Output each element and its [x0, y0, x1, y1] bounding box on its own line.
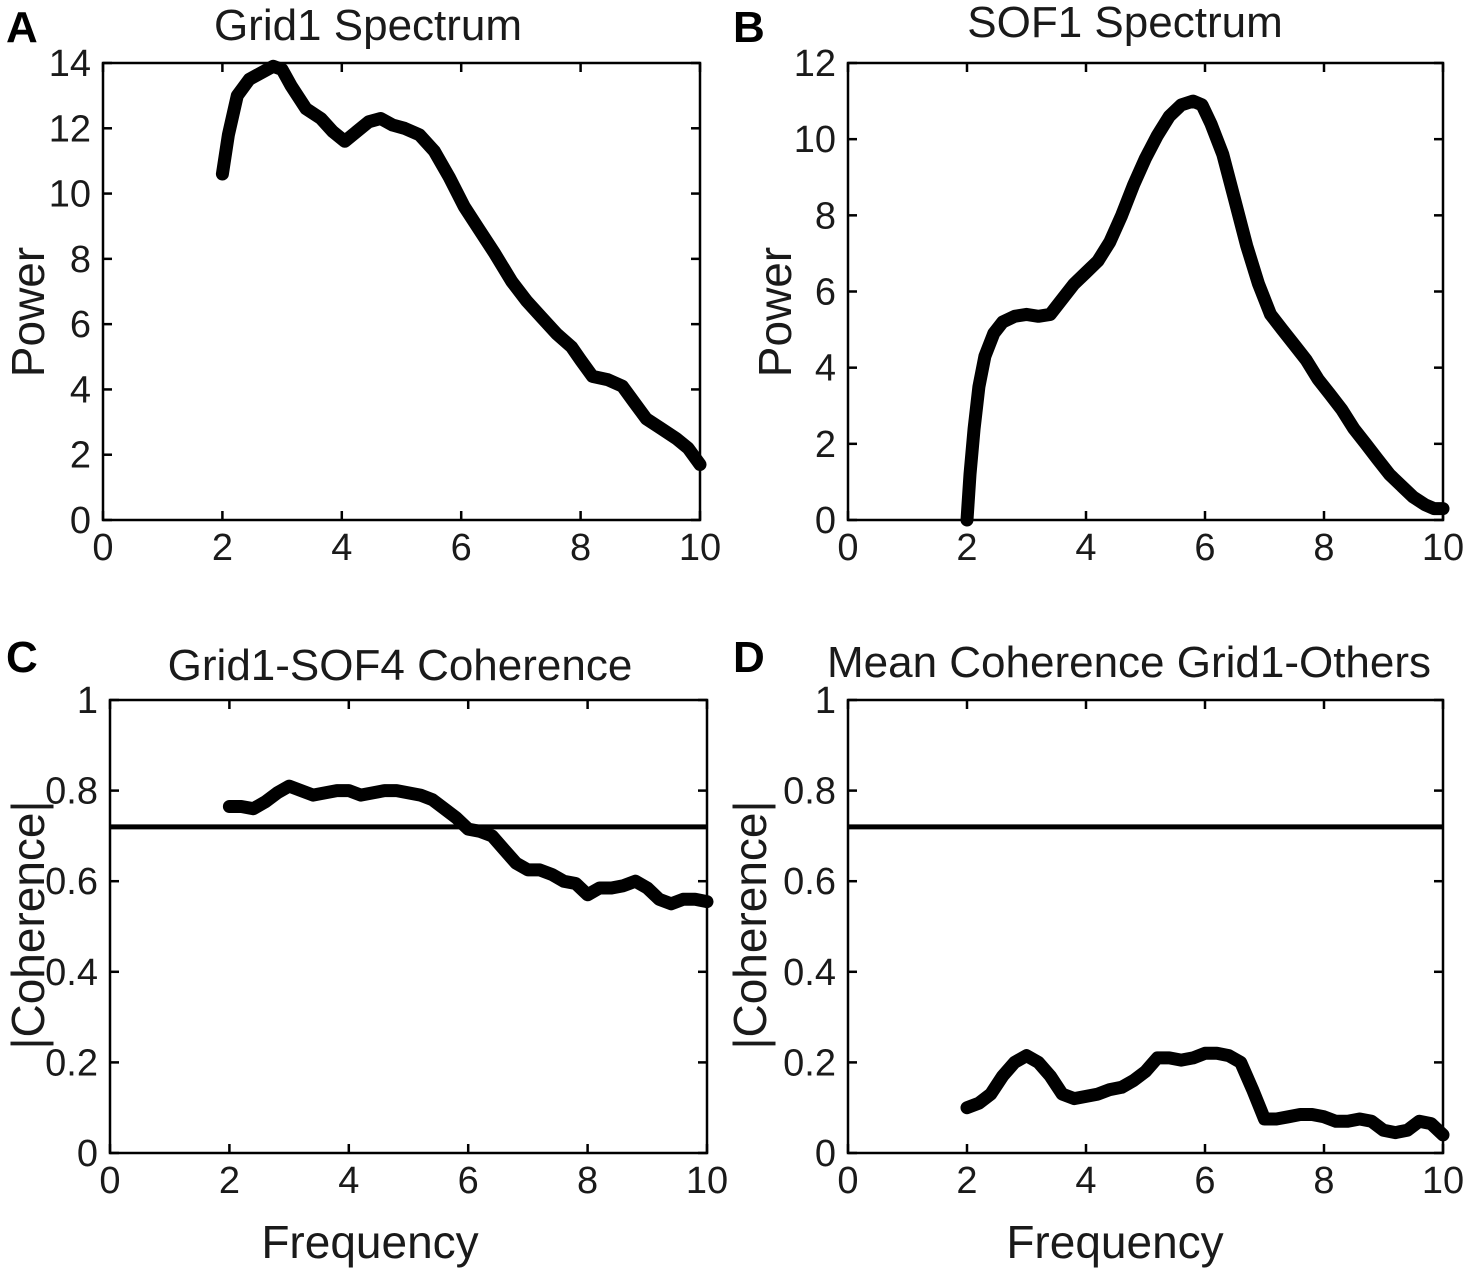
panel-c-xtick-label: 6	[458, 1160, 479, 1202]
panel-a-title: Grid1 Spectrum	[214, 1, 522, 50]
panel-d-ylabel: |Coherence|	[724, 801, 776, 1050]
panel-d-title: Mean Coherence Grid1-Others	[827, 638, 1431, 687]
panel-c-ytick-label: 0.2	[45, 1042, 98, 1084]
panel-b-xtick-label: 6	[1194, 527, 1215, 569]
panel-d-xlabel: Frequency	[1006, 1216, 1223, 1268]
panel-a-ylabel: Power	[2, 247, 54, 377]
panel-d-ytick-label: 0.2	[783, 1042, 836, 1084]
panel-a-frame	[101, 61, 702, 522]
panel-a: A Grid1 Spectrum Power 0 2 4 6 8 10 0 2 4 6 8 10 12 1…	[2, 1, 721, 569]
panel-d-ytick-label: 1	[815, 680, 836, 722]
panel-c-ytick-label: 0	[77, 1133, 98, 1175]
panel-c-frame	[108, 698, 709, 1155]
panel-a-ytick-label: 6	[70, 304, 91, 346]
panel-d-xtick-label: 2	[956, 1160, 977, 1202]
panel-c: C Grid1-SOF4 Coherence |Coherence| Frequ…	[2, 633, 728, 1268]
panel-c-ytick-label: 0.8	[45, 771, 98, 813]
panel-d: D Mean Coherence Grid1-Others |Coherence…	[724, 633, 1464, 1268]
panel-a-letter: A	[6, 3, 38, 52]
panel-d-ytick-label: 0.8	[783, 771, 836, 813]
panel-b-xtick-label: 10	[1422, 527, 1464, 569]
panel-d-xtick-label: 6	[1194, 1160, 1215, 1202]
panel-a-ytick-label: 2	[70, 435, 91, 477]
panel-a-ytick-label: 12	[49, 108, 91, 150]
panel-a-axes: 0 2 4 6 8 10 0 2 4 6 8 10 12 14	[49, 43, 721, 569]
panel-b-ytick-label: 12	[794, 43, 836, 85]
panel-d-axes: 0 2 4 6 8 10 0 0.2 0.4 0.6 0.8 1	[783, 680, 1464, 1202]
panel-b-xtick-label: 8	[1313, 527, 1334, 569]
panel-c-ylabel: |Coherence|	[2, 801, 54, 1050]
panel-a-xtick-label: 10	[679, 527, 721, 569]
panel-c-xlabel: Frequency	[261, 1216, 478, 1268]
panel-b-ytick-label: 6	[815, 272, 836, 314]
panel-b: B SOF1 Spectrum Power 0 2 4 6 8 10 0 2 4 6 8 10 12	[733, 0, 1464, 569]
panel-d-xtick-label: 10	[1422, 1160, 1464, 1202]
panel-b-ylabel: Power	[749, 247, 801, 377]
panel-c-xtick-label: 2	[219, 1160, 240, 1202]
panel-d-ytick-label: 0	[815, 1133, 836, 1175]
panel-b-letter: B	[733, 3, 765, 52]
panel-c-xtick-label: 10	[686, 1160, 728, 1202]
panel-b-ytick-label: 0	[815, 500, 836, 542]
panel-b-xtick-label: 2	[956, 527, 977, 569]
panel-d-ytick-label: 0.6	[783, 861, 836, 903]
panel-c-ytick-label: 0.4	[45, 952, 98, 994]
panel-c-axes: 0 2 4 6 8 10 0 0.2 0.4 0.6 0.8 1	[45, 680, 728, 1202]
panel-b-ytick-label: 2	[815, 424, 836, 466]
panel-a-ytick-label: 8	[70, 239, 91, 281]
panel-b-axes: 0 2 4 6 8 10 0 2 4 6 8 10 12	[794, 43, 1464, 569]
panel-a-ytick-label: 4	[70, 369, 91, 411]
panel-c-ytick-label: 1	[77, 680, 98, 722]
panel-b-xtick-label: 0	[837, 527, 858, 569]
panel-a-ytick-label: 14	[49, 43, 91, 85]
panel-c-xtick-label: 4	[338, 1160, 359, 1202]
panel-d-xtick-label: 4	[1075, 1160, 1096, 1202]
panel-c-xtick-label: 8	[577, 1160, 598, 1202]
panel-d-frame	[846, 698, 1445, 1155]
panel-c-letter: C	[6, 633, 38, 682]
panel-a-series-line	[215, 59, 707, 471]
panel-b-ytick-label: 8	[815, 195, 836, 237]
panel-a-xtick-label: 0	[92, 527, 113, 569]
panel-c-title: Grid1-SOF4 Coherence	[168, 641, 633, 690]
panel-a-xtick-label: 4	[331, 527, 352, 569]
panel-b-series-line	[960, 94, 1450, 527]
panel-a-ytick-label: 0	[70, 500, 91, 542]
panel-a-xtick-label: 6	[451, 527, 472, 569]
panel-d-xtick-label: 8	[1313, 1160, 1334, 1202]
panel-d-letter: D	[733, 633, 765, 682]
panel-d-series-line	[960, 1046, 1450, 1142]
panel-c-xtick-label: 0	[99, 1160, 120, 1202]
panel-a-xtick-label: 2	[212, 527, 233, 569]
panel-d-xtick-label: 0	[837, 1160, 858, 1202]
panel-d-ytick-label: 0.4	[783, 952, 836, 994]
panel-b-frame	[846, 61, 1445, 522]
panel-b-ytick-label: 4	[815, 348, 836, 390]
panel-c-series-line	[222, 779, 714, 911]
panel-a-ytick-label: 10	[49, 174, 91, 216]
panel-b-title: SOF1 Spectrum	[967, 0, 1282, 47]
panel-b-xtick-label: 4	[1075, 527, 1096, 569]
panel-a-xtick-label: 8	[570, 527, 591, 569]
panel-c-ytick-label: 0.6	[45, 861, 98, 903]
panel-b-ytick-label: 10	[794, 119, 836, 161]
